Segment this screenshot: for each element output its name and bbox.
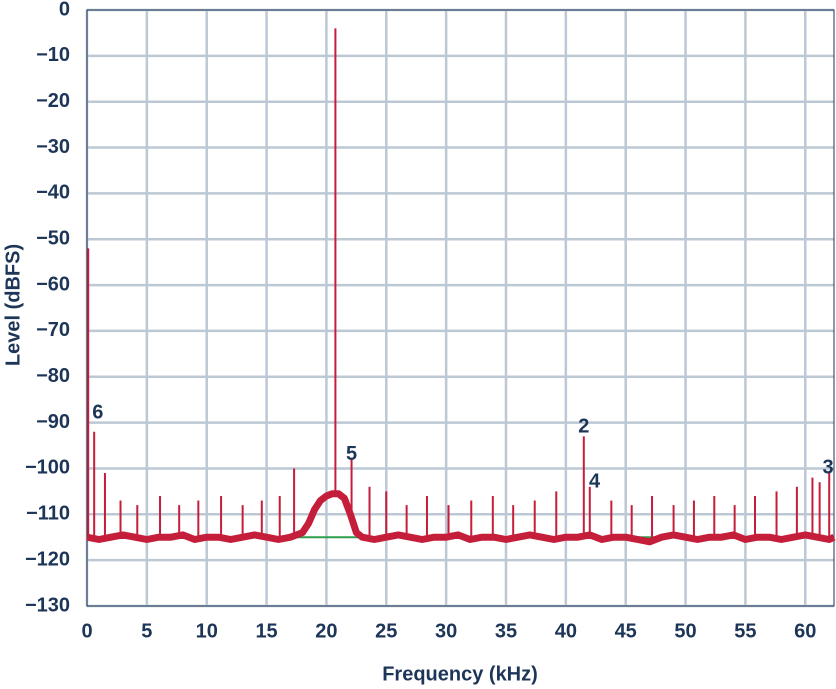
x-tick-label: 20 [315, 620, 337, 642]
plot-frame [86, 9, 835, 607]
x-tick-label: 45 [615, 620, 637, 642]
y-tick-label: −60 [36, 273, 70, 295]
y-tick-label: −70 [36, 319, 70, 341]
y-tick-label: −110 [26, 503, 70, 525]
x-axis-label: Frequency (kHz) [382, 663, 538, 685]
x-tick-label: 0 [81, 620, 92, 642]
x-tick-label: 40 [555, 620, 577, 642]
y-tick-label: −90 [36, 411, 70, 433]
y-tick-label: −130 [25, 594, 70, 616]
peak-annotation: 3 [822, 457, 833, 479]
peak-annotation: 6 [92, 402, 103, 424]
x-tick-label: 35 [495, 620, 517, 642]
x-tick-label: 10 [196, 620, 218, 642]
y-tick-label: −40 [36, 182, 70, 204]
x-tick-label: 50 [674, 620, 696, 642]
y-tick-label: −10 [36, 44, 70, 66]
x-tick-label: 55 [734, 620, 756, 642]
noise-floor [86, 490, 836, 546]
peak-annotation: 4 [589, 470, 601, 492]
peak-annotation: 5 [346, 443, 357, 465]
x-tick-label: 60 [794, 620, 816, 642]
y-tick-label: −80 [36, 365, 70, 387]
x-tick-label: 30 [435, 620, 457, 642]
peak-annotation: 2 [578, 415, 589, 437]
y-tick-label: −120 [25, 548, 70, 570]
x-tick-label: 5 [141, 620, 152, 642]
y-tick-label: −30 [36, 136, 70, 158]
x-tick-label: 25 [375, 620, 397, 642]
y-tick-label: 0 [59, 0, 70, 20]
y-tick-label: −50 [36, 228, 70, 250]
y-tick-label: −20 [36, 90, 70, 112]
x-tick-label: 15 [255, 620, 277, 642]
y-tick-label: −100 [25, 457, 70, 479]
y-axis-label: Level (dBFS) [2, 244, 24, 366]
